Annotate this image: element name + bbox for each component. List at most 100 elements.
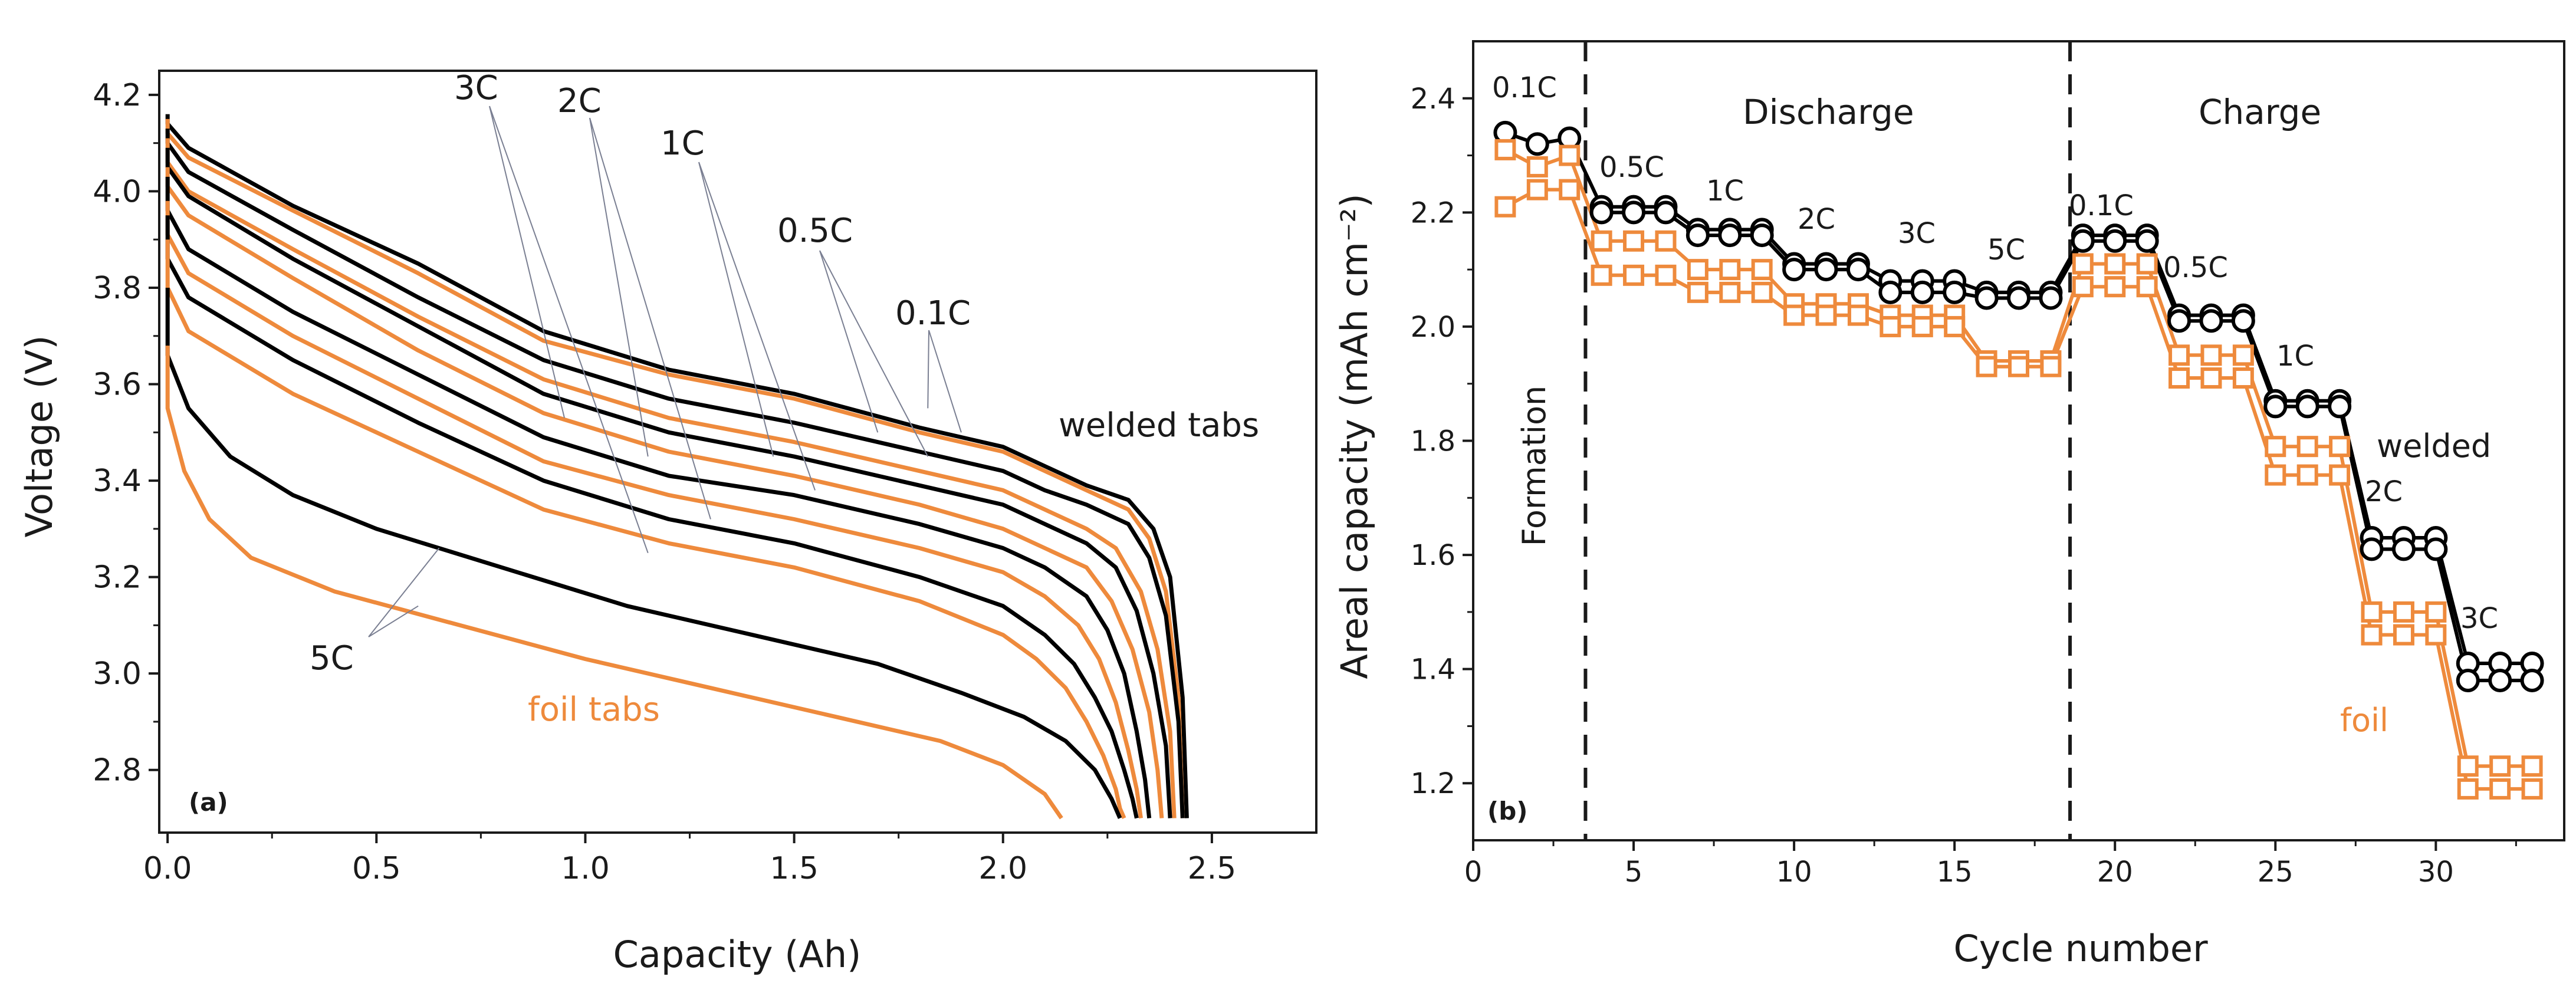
marker-foil bbox=[2521, 778, 2543, 800]
curve-welded-2C bbox=[165, 176, 1152, 818]
curve-welded-5C bbox=[165, 288, 1122, 819]
marker-welded bbox=[1943, 280, 1967, 304]
rate-label-1c-discharge: 1C bbox=[1706, 175, 1744, 208]
marker-foil bbox=[2489, 755, 2511, 777]
y-tick-label: 1.4 bbox=[1411, 653, 1455, 686]
rate-label-2c-charge: 2C bbox=[2365, 475, 2403, 508]
marker-foil bbox=[2361, 601, 2383, 623]
marker-foil bbox=[2329, 464, 2351, 486]
marker-foil bbox=[1655, 264, 1677, 286]
marker-welded bbox=[1622, 200, 1646, 225]
marker-foil bbox=[2232, 367, 2254, 389]
x-tick-label: 1.5 bbox=[770, 851, 819, 886]
y-tick-label: 2.0 bbox=[1411, 311, 1455, 344]
marker-welded bbox=[2360, 537, 2384, 561]
marker-foil bbox=[2008, 356, 2029, 377]
panel-label-b: (b) bbox=[1487, 797, 1527, 826]
marker-foil bbox=[1623, 264, 1645, 286]
marker-foil bbox=[2265, 464, 2286, 486]
marker-foil bbox=[1719, 281, 1741, 303]
marker-foil bbox=[2232, 344, 2254, 366]
label-1c: 1C bbox=[661, 124, 705, 163]
marker-welded bbox=[1814, 258, 1838, 282]
marker-foil bbox=[1591, 264, 1612, 286]
marker-foil bbox=[1526, 179, 1548, 200]
marker-foil bbox=[2168, 367, 2190, 389]
marker-foil bbox=[2104, 276, 2126, 298]
rate-label-01c-discharge: 0.1C bbox=[1492, 71, 1557, 104]
curve-foil-2C bbox=[165, 200, 1143, 819]
marker-foil bbox=[2200, 367, 2222, 389]
capacity-markers bbox=[1493, 120, 2544, 800]
marker-welded bbox=[1589, 200, 1614, 225]
section-charge: Charge bbox=[2199, 92, 2321, 132]
y-tick-label: 3.8 bbox=[93, 271, 142, 306]
marker-foil bbox=[2489, 778, 2511, 800]
x-tick-label: 0.0 bbox=[143, 851, 192, 886]
marker-foil bbox=[2329, 436, 2351, 458]
leader-line bbox=[698, 162, 774, 457]
marker-foil bbox=[1911, 315, 1933, 337]
leader-line bbox=[928, 330, 962, 433]
y-tick-label: 3.6 bbox=[93, 367, 142, 403]
leader-line bbox=[489, 106, 566, 418]
rate-label-05c-discharge: 0.5C bbox=[1599, 151, 1664, 184]
marker-foil bbox=[2200, 344, 2222, 366]
marker-foil bbox=[1719, 259, 1741, 281]
marker-welded bbox=[2424, 537, 2448, 561]
curve-welded-1C bbox=[165, 147, 1172, 818]
marker-foil bbox=[2457, 755, 2479, 777]
marker-foil bbox=[2393, 624, 2414, 646]
marker-foil bbox=[2521, 755, 2543, 777]
curve-foil-3C bbox=[165, 239, 1126, 819]
curve-foil-05C bbox=[165, 138, 1177, 818]
curve-welded-01C bbox=[165, 114, 1189, 818]
label-2c: 2C bbox=[557, 82, 602, 120]
y-tick-label: 3.0 bbox=[93, 656, 142, 692]
marker-foil bbox=[2361, 624, 2383, 646]
x-axis-label-b: Cycle number bbox=[1953, 927, 2208, 970]
x-tick-label: 5 bbox=[1625, 856, 1643, 889]
y-axis-label-a: Voltage (V) bbox=[18, 335, 61, 537]
rate-label-3c-charge: 3C bbox=[2460, 602, 2498, 635]
label-5c: 5C bbox=[310, 639, 354, 678]
marker-foil bbox=[2072, 276, 2094, 298]
leader-line bbox=[589, 117, 711, 519]
marker-foil bbox=[2136, 253, 2158, 275]
marker-foil bbox=[1687, 281, 1708, 303]
curve-welded-3C bbox=[165, 215, 1139, 819]
marker-welded bbox=[2295, 394, 2319, 419]
x-tick-label: 0 bbox=[1464, 856, 1483, 889]
y-tick-label: 3.4 bbox=[93, 463, 142, 499]
marker-foil bbox=[2040, 356, 2062, 377]
marker-foil bbox=[1751, 281, 1773, 303]
y-tick-label: 2.8 bbox=[93, 753, 142, 788]
leader-line bbox=[368, 605, 419, 637]
marker-foil bbox=[2136, 276, 2158, 298]
marker-foil bbox=[1494, 196, 1516, 218]
y-tick-label: 2.2 bbox=[1411, 196, 1455, 229]
marker-foil bbox=[1815, 304, 1837, 326]
marker-welded bbox=[1654, 200, 1678, 225]
panel-label-a: (a) bbox=[189, 788, 228, 817]
marker-welded bbox=[1782, 258, 1806, 282]
marker-welded bbox=[2039, 286, 2063, 310]
panel-b: 0 5 10 15 20 25 30 1.2 1.4 1.6 1.8 2.0 2.2 2.4 Cycle … bbox=[1333, 40, 2565, 970]
rate-label-3c-discharge: 3C bbox=[1898, 217, 1936, 250]
label-05c: 0.5C bbox=[777, 212, 853, 250]
curve-foil-5C bbox=[165, 346, 1063, 820]
panel-a: 0.0 0.5 1.0 1.5 2.0 2.5 2.8 3.0 3.2 3.4 3.6 3.8 4.0 4… bbox=[18, 69, 1317, 976]
marker-welded bbox=[2071, 229, 2095, 253]
marker-foil bbox=[2296, 464, 2318, 486]
marker-welded bbox=[1974, 286, 1999, 310]
marker-foil bbox=[2265, 436, 2286, 458]
x-axis-label-a: Capacity (Ah) bbox=[613, 933, 862, 976]
axis-ticks-a: 0.0 0.5 1.0 1.5 2.0 2.5 2.8 3.0 3.2 3.4 3.6 3.8 4.0 4… bbox=[93, 78, 1236, 886]
curve-foil-1C bbox=[165, 167, 1164, 818]
marker-foil bbox=[1847, 304, 1869, 326]
marker-foil bbox=[2168, 344, 2190, 366]
marker-welded bbox=[1685, 223, 1710, 248]
y-tick-label: 4.2 bbox=[93, 78, 142, 113]
marker-welded bbox=[2456, 669, 2480, 692]
curve-foil-01C bbox=[165, 119, 1185, 818]
